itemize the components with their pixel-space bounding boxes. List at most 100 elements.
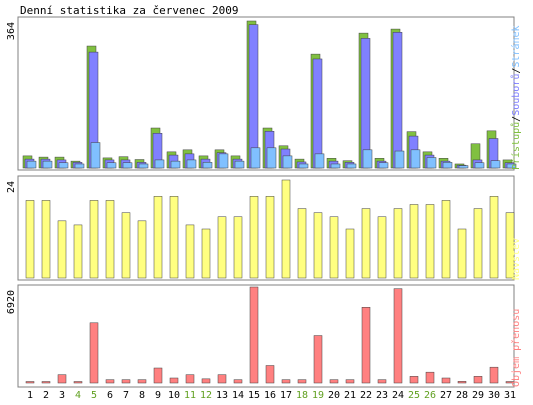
bar-volume-day-27: [441, 377, 451, 384]
bar-strnek-day-16: [266, 147, 277, 169]
bar-visits-day-23: [377, 216, 387, 279]
bar-volume-day-16: [265, 365, 275, 384]
bar-visits-day-17: [281, 179, 291, 279]
bar-strnek-day-17: [282, 155, 293, 169]
bar-strnek-day-1: [26, 160, 37, 169]
bar-strnek-day-4: [74, 163, 85, 169]
bar-visits-day-2: [41, 200, 51, 279]
bar-visits-day-26: [425, 204, 435, 279]
bar-strnek-day-8: [138, 163, 149, 169]
bar-volume-day-7: [121, 379, 131, 384]
bar-volume-day-10: [169, 377, 179, 384]
day-label-19: 19: [312, 390, 324, 401]
bar-volume-day-26: [425, 371, 435, 384]
day-label-22: 22: [360, 390, 372, 401]
bar-visits-day-3: [57, 220, 67, 279]
bar-strnek-day-22: [362, 149, 373, 169]
bar-strnek-day-14: [234, 160, 245, 169]
day-label-2: 2: [43, 390, 49, 401]
bar-visits-day-6: [105, 200, 115, 279]
day-labels: 1 2 3 4 5 6 7 8 9 10 11 12 13 14 15 16 17 18 19 20 21 22 23 24 2…: [27, 390, 516, 401]
bar-volume-day-12: [201, 378, 211, 384]
bar-volume-day-24: [393, 288, 403, 384]
bar-visits-day-28: [457, 228, 467, 279]
bar-soubor-day-19: [312, 58, 323, 169]
bar-visits-day-31: [505, 212, 515, 279]
bar-volume-day-8: [137, 379, 147, 384]
day-label-8: 8: [139, 390, 145, 401]
day-label-9: 9: [155, 390, 161, 401]
bar-strnek-day-12: [202, 162, 213, 169]
day-label-17: 17: [280, 390, 292, 401]
day-label-12: 12: [200, 390, 212, 401]
bar-strnek-day-19: [314, 153, 325, 169]
bar-visits-day-14: [233, 216, 243, 279]
bar-visits-day-9: [153, 196, 163, 279]
bar-strnek-day-13: [218, 153, 229, 169]
visits-panel: 24 Návštěv: [6, 175, 522, 281]
bar-soubor-day-15: [248, 24, 259, 169]
bar-volume-day-13: [217, 374, 227, 384]
visits-ymax-label: 24: [6, 181, 17, 193]
bar-volume-day-25: [409, 376, 419, 384]
legend-pstup: Přístupů: [510, 122, 522, 170]
day-label-27: 27: [440, 390, 452, 401]
day-label-6: 6: [107, 390, 113, 401]
bar-visits-day-16: [265, 196, 275, 279]
bar-strnek-day-18: [298, 163, 309, 169]
bar-visits-day-21: [345, 228, 355, 279]
bar-strnek-day-3: [58, 162, 69, 169]
traffic-panel-frame: [17, 16, 515, 171]
bar-visits-day-20: [329, 216, 339, 279]
bar-strnek-day-21: [346, 163, 357, 169]
day-label-31: 31: [504, 390, 516, 401]
day-label-20: 20: [328, 390, 340, 401]
bar-strnek-day-15: [250, 147, 261, 169]
traffic-legend: Přístupů/Souborů/Stránek: [510, 25, 522, 170]
bar-strnek-day-9: [154, 159, 165, 169]
day-label-7: 7: [123, 390, 129, 401]
bar-volume-day-18: [297, 379, 307, 384]
bar-visits-day-4: [73, 224, 83, 279]
bar-visits-day-7: [121, 212, 131, 279]
bar-strnek-day-2: [42, 160, 53, 169]
bar-visits-day-27: [441, 200, 451, 279]
bar-visits-day-5: [89, 200, 99, 279]
bar-visits-day-11: [185, 224, 195, 279]
volume-legend: Objem přenosu: [510, 309, 522, 387]
volume-panel: 6920 Objem přenosu: [6, 284, 522, 388]
bar-volume-day-15: [249, 286, 259, 384]
volume-panel-frame: [17, 284, 515, 388]
day-label-4: 4: [75, 390, 81, 401]
bar-volume-day-1: [25, 381, 35, 384]
bar-visits-day-30: [489, 196, 499, 279]
bar-strnek-day-30: [490, 160, 501, 169]
bar-strnek-day-7: [122, 162, 133, 169]
bar-strnek-day-5: [90, 142, 101, 169]
bar-strnek-day-11: [186, 159, 197, 169]
bar-strnek-day-6: [106, 162, 117, 169]
day-label-10: 10: [168, 390, 180, 401]
bar-strnek-day-25: [410, 149, 421, 169]
bar-visits-day-22: [361, 208, 371, 279]
bar-volume-day-6: [105, 379, 115, 384]
bar-visits-day-19: [313, 212, 323, 279]
bar-visits-day-18: [297, 208, 307, 279]
day-label-30: 30: [488, 390, 500, 401]
bar-volume-day-31: [505, 381, 515, 384]
day-label-13: 13: [216, 390, 228, 401]
day-label-16: 16: [264, 390, 276, 401]
bar-strnek-day-24: [394, 150, 405, 169]
day-label-23: 23: [376, 390, 388, 401]
bar-volume-day-30: [489, 366, 499, 384]
bar-strnek-day-29: [474, 162, 485, 169]
bar-volume-day-23: [377, 379, 387, 384]
bar-volume-day-20: [329, 379, 339, 384]
bar-volume-day-3: [57, 374, 67, 384]
day-label-24: 24: [392, 390, 404, 401]
day-label-29: 29: [472, 390, 484, 401]
bar-strnek-day-10: [170, 160, 181, 169]
bar-strnek-day-31: [506, 163, 517, 169]
bar-volume-day-28: [457, 381, 467, 384]
